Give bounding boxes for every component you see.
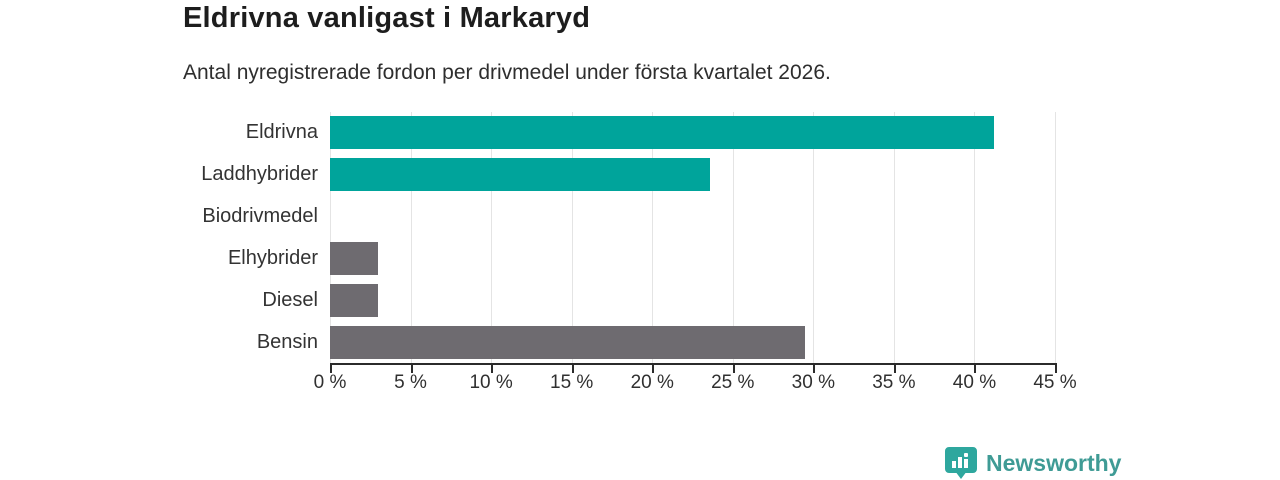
x-tick-label: 25 % — [711, 372, 755, 393]
bar-row: Laddhybrider — [0, 154, 1280, 196]
bar-row: Biodrivmedel — [0, 196, 1280, 238]
x-tick-label: 10 % — [469, 372, 513, 393]
x-axis-line — [330, 363, 1056, 365]
axis-tick-mark — [491, 363, 494, 373]
axis-tick-mark — [974, 363, 977, 373]
bar-laddhybrider — [330, 158, 711, 192]
x-tick-label: 5 % — [394, 372, 427, 393]
axis-tick-mark — [410, 363, 413, 373]
axis-tick-mark — [1055, 363, 1057, 373]
bar-bensin — [330, 325, 806, 359]
bar-eldrivna — [330, 116, 994, 150]
bar-row: Elhybrider — [0, 238, 1280, 280]
x-tick-label: 40 % — [952, 372, 997, 393]
gridline — [652, 112, 654, 363]
bar-diesel — [330, 283, 379, 317]
axis-tick-mark — [813, 363, 816, 373]
bar-elhybrider — [330, 241, 379, 275]
plot-area: Eldrivna Laddhybrider Biodrivmedel Elhybrid… — [201, 112, 1056, 363]
gridline — [571, 112, 573, 363]
axis-tick-mark — [330, 363, 332, 373]
x-tick-label: 45 % — [1033, 372, 1077, 393]
gridline — [491, 112, 493, 363]
category-label: Bensin — [256, 330, 318, 353]
category-label: Elhybrider — [227, 246, 318, 269]
bar-row: Eldrivna — [0, 112, 1280, 154]
newsworthy-logo: Newsworthy — [944, 446, 1121, 480]
category-label: Laddhybrider — [201, 163, 318, 186]
bar-row: Diesel — [0, 279, 1280, 321]
gridline — [330, 112, 331, 363]
chart-title: Eldrivna vanligast i Markaryd — [183, 2, 591, 34]
gridline — [1055, 112, 1056, 363]
axis-tick-mark — [571, 363, 574, 373]
gridline — [893, 112, 895, 363]
x-tick-label: 15 % — [550, 372, 594, 393]
x-tick-label: 30 % — [791, 372, 835, 393]
bar-row: Bensin — [0, 321, 1280, 363]
x-tick-label: 20 % — [630, 372, 674, 393]
gridline — [813, 112, 815, 363]
category-label: Biodrivmedel — [202, 205, 318, 228]
axis-tick-mark — [732, 363, 735, 373]
gridline — [732, 112, 734, 363]
chart-subtitle: Antal nyregistrerade fordon per drivmede… — [183, 61, 831, 84]
x-tick-label: 35 % — [872, 372, 916, 393]
axis-tick-mark — [893, 363, 896, 373]
gridline — [410, 112, 412, 363]
gridline — [974, 112, 976, 363]
x-tick-label: 0 % — [313, 372, 347, 393]
brand-name: Newsworthy — [986, 449, 1122, 476]
axis-tick-mark — [652, 363, 655, 373]
category-label: Diesel — [262, 288, 318, 311]
category-label: Eldrivna — [245, 121, 318, 144]
bar-chart-speech-bubble-icon — [945, 447, 977, 479]
